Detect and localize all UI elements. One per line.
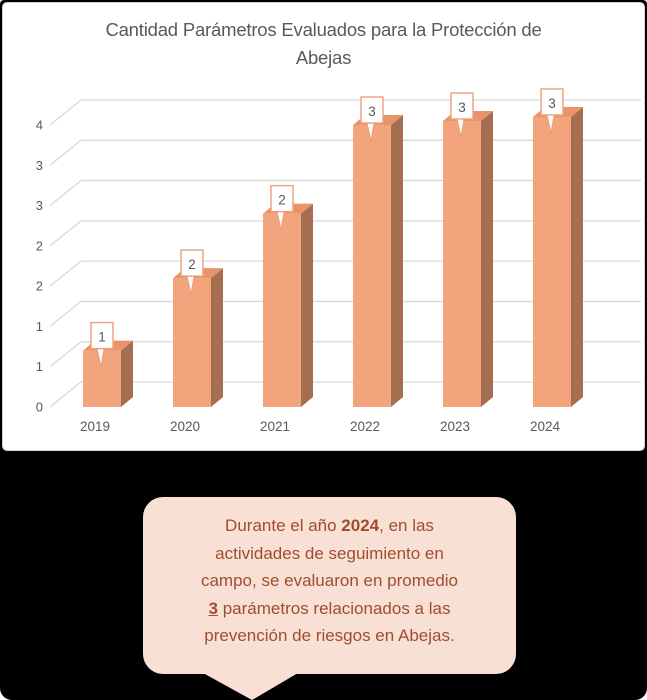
chart-title: Cantidad Parámetros Evaluados para la Pr… [105,19,542,68]
data-label-value: 3 [548,96,556,111]
bar-chart-plot: 0 1 1 2 2 3 3 4 2019 2020 2021 2022 2023 2024 1 2 2 3 3 3 [36,88,641,434]
y-tick-label: 2 [36,238,43,253]
summary-segment: Durante el año [225,516,342,535]
data-label-value: 1 [98,330,106,345]
data-label-box [540,88,564,116]
bar-front [443,120,481,407]
callout-tail [203,673,298,700]
bar-front [533,116,571,407]
bar-front [173,278,211,407]
y-tick-label: 1 [36,359,43,374]
data-label-value: 3 [458,100,466,115]
x-tick-label: 2019 [80,419,110,434]
data-label-box [360,96,384,124]
summary-segment: parámetros relacionados a las prevención… [204,598,455,646]
x-tick-label: 2024 [530,419,561,434]
x-tick-label: 2023 [440,419,470,434]
y-tick-label: 2 [36,279,43,294]
y-tick-label: 4 [36,118,43,133]
y-tick-label: 3 [36,198,43,213]
bar-front [353,125,391,407]
y-tick-label: 1 [36,319,43,334]
bar-side [481,110,493,407]
y-tick-label: 0 [36,400,43,415]
data-label-value: 2 [278,193,286,208]
summary-segment: , en las actividades de seguimiento en c… [200,516,459,590]
bar-side [571,106,583,407]
data-label-value: 3 [368,104,376,119]
data-label-box [90,321,114,350]
bar-side [121,340,133,407]
data-label-box [270,184,294,213]
chart-card: Cantidad Parámetros Evaluados para la Pr… [2,2,645,451]
x-tick-label: 2022 [350,419,380,434]
x-tick-label: 2021 [260,419,290,434]
x-tick-label: 2020 [170,419,200,434]
bar-front [263,213,301,407]
bar-side [301,203,313,407]
bar-side [211,268,223,407]
data-label-value: 2 [188,257,196,272]
summary-text: Durante el año 2024, en las actividades … [143,512,516,650]
summary-segment: 3 [208,598,218,618]
y-tick-label: 3 [36,158,43,173]
summary-segment: 2024 [341,516,380,535]
bar-side [391,115,403,407]
data-label-box [450,92,474,120]
data-label-box [180,249,204,277]
summary-callout: Durante el año 2024, en las actividades … [143,497,516,700]
